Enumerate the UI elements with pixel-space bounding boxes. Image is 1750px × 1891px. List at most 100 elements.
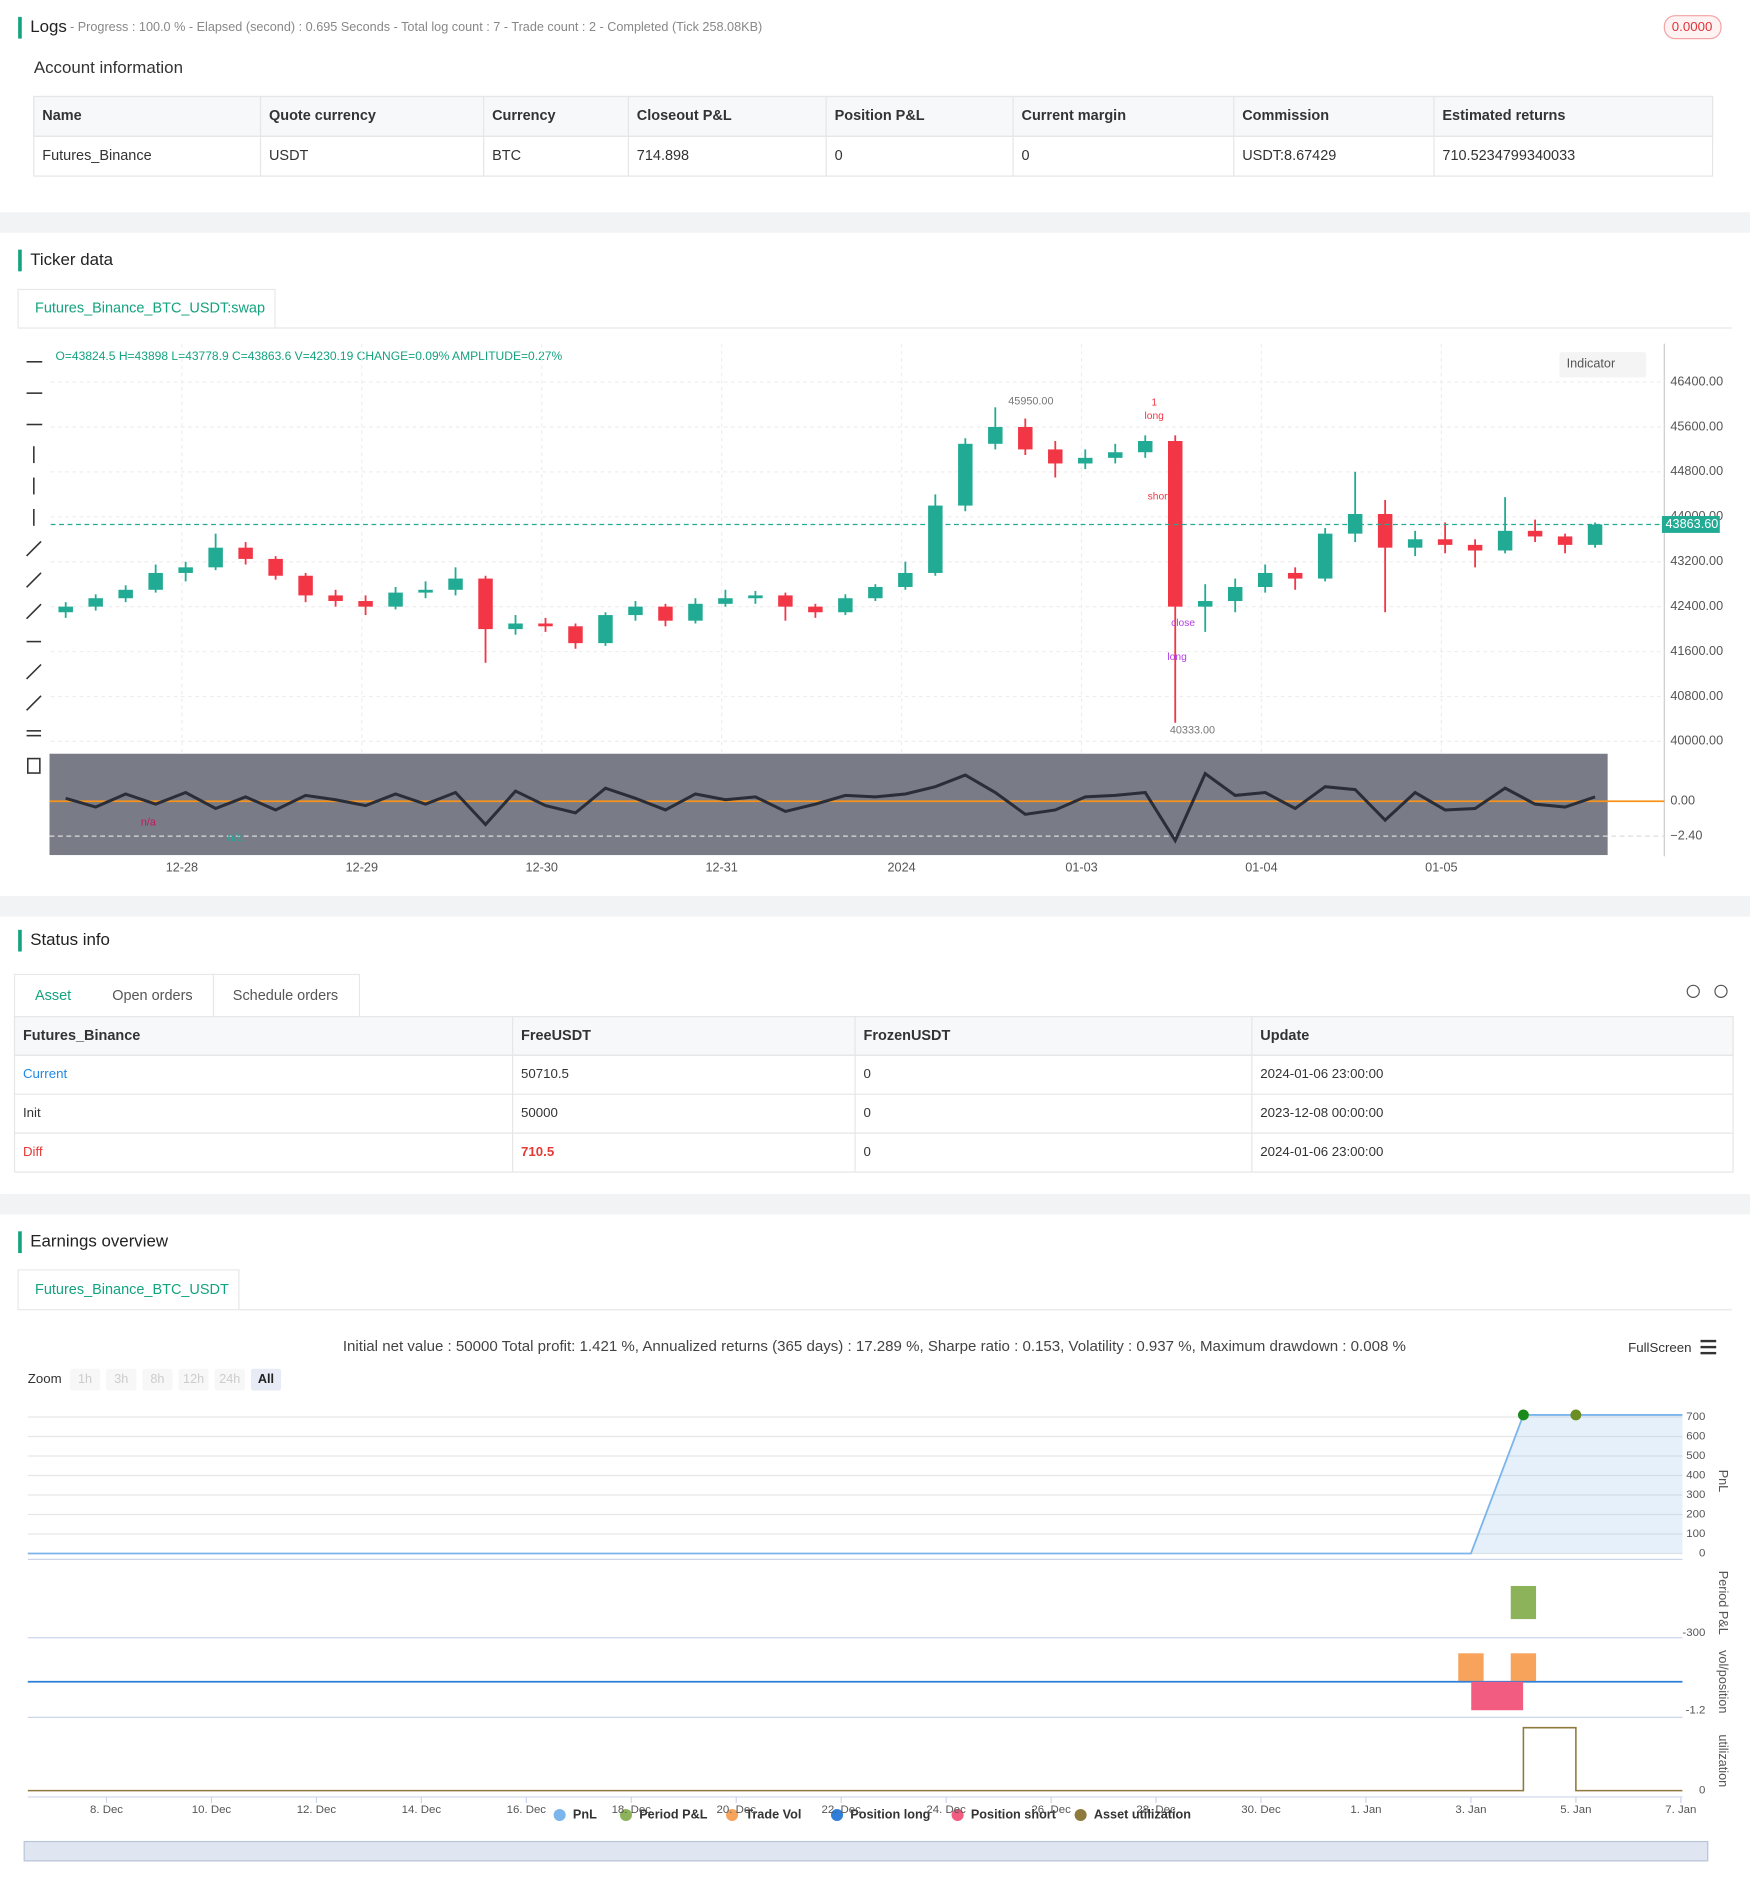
badge-value: 0.0000	[1672, 19, 1713, 34]
trade-marker: long	[1144, 411, 1164, 422]
candle-body	[628, 606, 643, 616]
candle-body	[988, 426, 1003, 444]
legend-swatch[interactable]	[1074, 1808, 1087, 1822]
column-header: Quote currency	[269, 108, 376, 124]
zoom-button[interactable]	[214, 1368, 245, 1391]
logs-summary: - Progress : 100.0 % - Elapsed (second) …	[70, 20, 762, 34]
y-axis-title: Period P&L	[1716, 1571, 1730, 1635]
legend-label[interactable]: Position short	[971, 1807, 1057, 1821]
candle-body	[88, 598, 103, 607]
candle-body	[1557, 536, 1573, 545]
ticker-tab-label[interactable]: Futures_Binance_BTC_USDT:swap	[35, 301, 265, 317]
indicator-button[interactable]	[1559, 352, 1647, 378]
toolbar[interactable]	[26, 361, 43, 774]
zoom-button-label[interactable]: 12h	[183, 1372, 204, 1386]
tab-label[interactable]: Asset	[35, 988, 71, 1004]
earnings-tab[interactable]	[17, 1269, 240, 1311]
x-tick-label: 18. Dec	[612, 1804, 652, 1816]
oscillator-line	[65, 771, 1596, 844]
cell: 710.5234799340033	[1442, 148, 1575, 164]
legend-label[interactable]: PnL	[573, 1807, 597, 1821]
tab-active[interactable]	[13, 973, 215, 1018]
zoom-button-label[interactable]: 8h	[150, 1372, 164, 1386]
status-title: Status info	[30, 930, 110, 949]
y-tick-label: 45600.00	[1670, 419, 1723, 433]
candle-body	[1257, 572, 1273, 587]
x-tick-label: 28. Dec	[1136, 1804, 1176, 1816]
y-tick-label: −2.40	[1670, 828, 1702, 842]
zoom-button-label[interactable]: All	[258, 1372, 274, 1386]
x-tick-label: 3. Jan	[1455, 1804, 1486, 1816]
na-label: n/a	[228, 832, 244, 844]
y-tick-label: -1.2	[1686, 1704, 1706, 1716]
zoom-button[interactable]	[178, 1368, 209, 1391]
legend-swatch[interactable]	[553, 1808, 566, 1822]
fullscreen-button[interactable]: FullScreen	[1628, 1340, 1691, 1355]
legend-label[interactable]: Period P&L	[639, 1807, 707, 1821]
y-tick-label: 600	[1686, 1431, 1705, 1443]
cell: 2024-01-06 23:00:00	[1260, 1144, 1383, 1159]
legend-swatch[interactable]	[619, 1808, 632, 1822]
candle-body	[688, 603, 703, 621]
zoom-button[interactable]	[69, 1368, 101, 1391]
cell: Diff	[23, 1144, 43, 1159]
cell: 0	[864, 1066, 871, 1081]
y-tick-label: 700	[1686, 1411, 1705, 1423]
earnings-summary: Initial net value : 50000 Total profit: …	[343, 1338, 1406, 1355]
download-icon[interactable]	[1686, 984, 1700, 998]
section-marker	[18, 16, 22, 39]
y-tick-label: 0	[1699, 1548, 1705, 1560]
trade-marker: short	[1148, 492, 1171, 503]
zoom-button[interactable]	[250, 1368, 282, 1391]
candle-body	[178, 567, 193, 573]
navigator[interactable]	[23, 1840, 1709, 1862]
y-tick-label: 46400.00	[1670, 374, 1723, 388]
candle-body	[238, 547, 253, 559]
zoom-button[interactable]	[142, 1368, 173, 1391]
x-tick-label: 12-31	[705, 861, 737, 875]
candle-body	[448, 578, 463, 590]
bar	[1510, 1585, 1537, 1620]
settings-icon[interactable]	[1714, 984, 1728, 998]
cell: 0	[864, 1144, 871, 1159]
legend-label[interactable]: Position long	[850, 1807, 930, 1821]
indicator-pane	[49, 753, 1608, 856]
series-line	[27, 1726, 1683, 1792]
legend-label[interactable]: Trade Vol	[745, 1807, 801, 1821]
column-header: Commission	[1242, 108, 1329, 124]
indicator-button-label[interactable]: Indicator	[1567, 357, 1616, 371]
section-marker	[18, 929, 22, 952]
candle-body	[298, 575, 313, 596]
candle-body	[1437, 539, 1453, 545]
cell: 0	[1022, 148, 1030, 164]
column-header: Name	[42, 108, 81, 124]
cell: 710.5	[521, 1144, 554, 1159]
bar	[1471, 1681, 1524, 1711]
candle-body	[538, 623, 553, 627]
candle-body	[1377, 513, 1393, 548]
legend-swatch[interactable]	[830, 1808, 844, 1822]
x-tick-label: 7. Jan	[1665, 1804, 1696, 1816]
zoom-button-label[interactable]: 24h	[219, 1372, 240, 1386]
menu-icon[interactable]	[1700, 1339, 1717, 1355]
cell: 2024-01-06 23:00:00	[1260, 1066, 1383, 1081]
candle-body	[328, 595, 343, 602]
ticker-tab[interactable]	[17, 288, 276, 329]
logs-title: Logs	[30, 17, 67, 36]
legend-swatch[interactable]	[726, 1808, 739, 1822]
zoom-button-label[interactable]: 1h	[78, 1372, 92, 1386]
y-tick-label: 200	[1686, 1509, 1705, 1521]
zoom-button-label[interactable]: 3h	[114, 1372, 128, 1386]
tab-label[interactable]: Schedule orders	[233, 988, 338, 1004]
low-annotation: 40333.00	[1170, 725, 1215, 737]
cell: 0	[835, 148, 843, 164]
candle-body	[1167, 441, 1183, 607]
earnings-tab-label[interactable]: Futures_Binance_BTC_USDT	[35, 1282, 229, 1298]
legend-label[interactable]: Asset utilization	[1094, 1807, 1191, 1821]
table-header	[33, 95, 1714, 137]
zoom-button[interactable]	[106, 1368, 137, 1391]
tab-label[interactable]: Open orders	[112, 988, 192, 1004]
candle-body	[1227, 586, 1243, 602]
legend-swatch[interactable]	[951, 1808, 964, 1822]
